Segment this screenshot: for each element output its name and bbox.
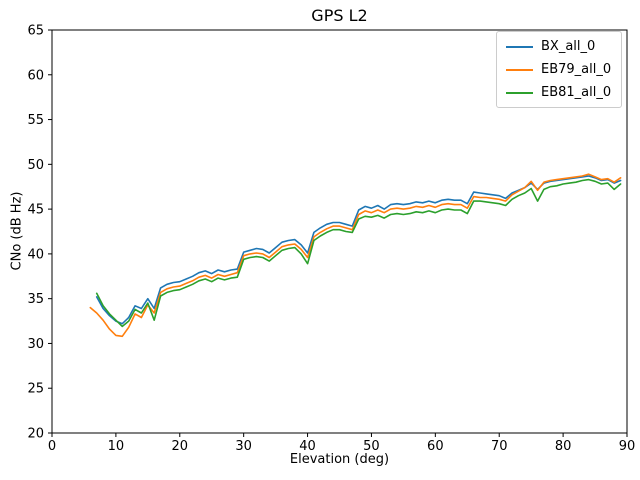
legend-label: EB81_all_0 [541,85,612,100]
chart-title: GPS L2 [311,6,368,25]
y-axis-label: CNo (dB Hz) [9,191,25,271]
legend-label: EB79_all_0 [541,62,612,77]
y-tick-label: 55 [27,113,44,128]
x-tick-label: 70 [491,439,508,454]
legend-line-sample [506,45,533,48]
y-tick-label: 25 [27,382,44,397]
series-line-EB81_all_0 [95,178,622,328]
series-line-EB79_all_0 [89,173,622,338]
y-tick-label: 65 [27,24,44,39]
x-tick-label: 60 [427,439,444,454]
legend: BX_all_0 EB79_all_0 EB81_all_0 [496,31,623,108]
axes-frame [51,29,628,434]
legend-item: BX_all_0 [506,38,611,55]
x-tick-label: 90 [619,439,636,454]
y-tick-label: 50 [27,158,44,173]
y-tick-label: 30 [27,337,44,352]
y-tick-label: 20 [27,427,44,442]
y-tick-label: 35 [27,292,44,307]
y-tick-label: 40 [27,247,44,262]
x-tick-label: 30 [235,439,252,454]
x-tick-label: 20 [172,439,189,454]
legend-item: EB79_all_0 [506,61,611,78]
x-tick-label: 40 [299,439,316,454]
x-tick-label: 80 [555,439,572,454]
x-tick-label: 50 [363,439,380,454]
legend-line-sample [506,91,533,94]
x-tick-label: 0 [48,439,56,454]
legend-item: EB81_all_0 [506,84,611,101]
legend-line-sample [506,68,533,71]
y-tick-label: 60 [27,68,44,83]
legend-label: BX_all_0 [541,39,596,54]
x-axis-label: Elevation (deg) [289,452,390,467]
x-tick-label: 10 [108,439,125,454]
series-line-BX_all_0 [95,175,622,325]
y-tick-label: 45 [27,203,44,218]
